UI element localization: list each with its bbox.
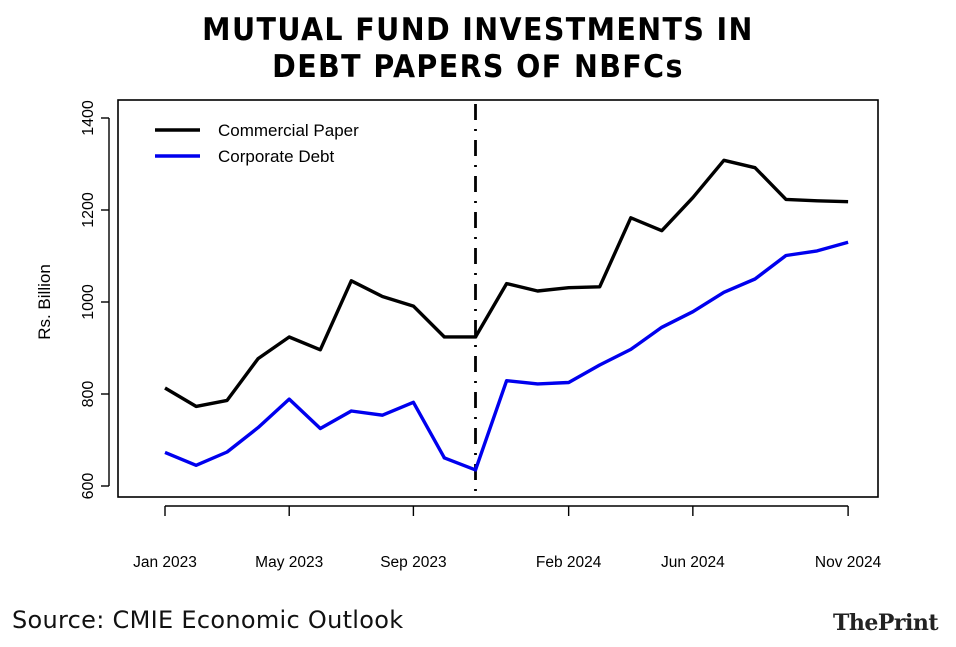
- y-axis-title: Rs. Billion: [35, 264, 54, 340]
- brand-logo: ThePrint: [832, 610, 939, 636]
- legend-label-commercial-paper: Commercial Paper: [218, 121, 359, 140]
- x-tick-label-22: Nov 2024: [815, 554, 882, 571]
- chart-title: MUTUAL FUND INVESTMENTS IN DEBT PAPERS O…: [0, 12, 956, 86]
- series-line-corporate-debt-segment-2: [473, 240, 849, 471]
- x-tick-label-0: Jan 2023: [133, 554, 197, 571]
- x-tick-label-8: Sep 2023: [380, 554, 446, 571]
- x-tick-label-4: May 2023: [255, 554, 323, 571]
- series-line-commercial-paper-segment-1: [164, 279, 446, 409]
- x-tick-label-17: Jun 2024: [661, 554, 725, 571]
- y-tick-label-1400: 1400: [80, 100, 97, 136]
- series-line-commercial-paper-segment-2: [474, 158, 849, 338]
- series-line-corporate-debt-segment-1: [164, 397, 446, 467]
- y-tick-label-800: 800: [80, 381, 97, 408]
- chart-title-line-1: MUTUAL FUND INVESTMENTS IN: [202, 12, 754, 48]
- chart-title-line-2: DEBT PAPERS OF NBFCs: [272, 49, 684, 85]
- plot-frame: [117, 99, 879, 498]
- y-tick-label-600: 600: [80, 473, 97, 500]
- source-note: Source: CMIE Economic Outlook: [12, 606, 404, 634]
- y-tick-label-1000: 1000: [80, 284, 97, 320]
- y-tick-label-1200: 1200: [80, 192, 97, 228]
- series-line-corporate-debt-bridge: [442, 456, 478, 472]
- x-tick-label-13: Feb 2024: [536, 554, 602, 571]
- legend-label-corporate-debt: Corporate Debt: [218, 147, 335, 166]
